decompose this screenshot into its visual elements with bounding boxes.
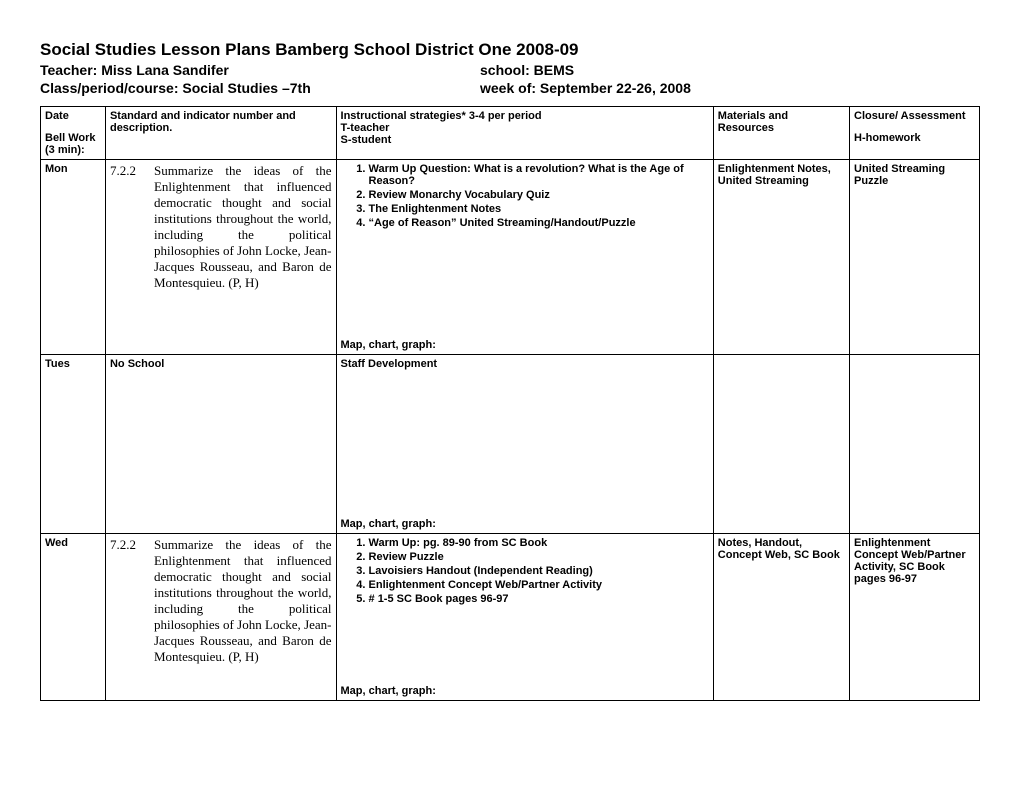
- mon-day: Mon: [41, 160, 106, 355]
- col-date-header: Date Bell Work (3 min):: [41, 107, 106, 160]
- lesson-plan-table: Date Bell Work (3 min): Standard and ind…: [40, 106, 980, 701]
- tues-standard: No School: [105, 355, 336, 534]
- date-h2: Bell Work (3 min):: [45, 132, 101, 156]
- list-item: Warm Up Question: What is a revolution? …: [369, 163, 709, 187]
- strat-h3: S-student: [341, 134, 709, 146]
- tues-closure: [850, 355, 980, 534]
- wed-day: Wed: [41, 534, 106, 701]
- week-label: week of: September 22-26, 2008: [480, 80, 980, 96]
- close-h2: H-homework: [854, 132, 975, 144]
- col-materials-header: Materials and Resources: [713, 107, 849, 160]
- date-h1: Date: [45, 110, 101, 122]
- table-row: Tues No School Staff Development Map, ch…: [41, 355, 980, 534]
- standard-num: 7.2.2: [110, 163, 154, 291]
- class-label: Class/period/course: Social Studies –7th: [40, 80, 480, 96]
- col-strategies-header: Instructional strategies* 3-4 per period…: [336, 107, 713, 160]
- list-item: # 1-5 SC Book pages 96-97: [369, 593, 709, 605]
- tues-materials: [713, 355, 849, 534]
- school-label: school: BEMS: [480, 62, 980, 78]
- wed-closure: Enlightenment Concept Web/Partner Activi…: [850, 534, 980, 701]
- tues-strategy-top: Staff Development: [341, 358, 709, 370]
- tues-day: Tues: [41, 355, 106, 534]
- strat-h1: Instructional strategies* 3-4 per period: [341, 110, 709, 122]
- mcg-label: Map, chart, graph:: [341, 685, 709, 697]
- teacher-school-line: Teacher: Miss Lana Sandifer school: BEMS: [40, 62, 980, 78]
- close-h1: Closure/ Assessment: [854, 110, 975, 122]
- mon-standard: 7.2.2 Summarize the ideas of the Enlight…: [105, 160, 336, 355]
- strat-h2: T-teacher: [341, 122, 709, 134]
- mon-materials: Enlightenment Notes, United Streaming: [713, 160, 849, 355]
- wed-strategies: Warm Up: pg. 89-90 from SC Book Review P…: [336, 534, 713, 701]
- tues-strategies: Staff Development Map, chart, graph:: [336, 355, 713, 534]
- standard-text: Summarize the ideas of the Enlightenment…: [154, 537, 332, 665]
- list-item: “Age of Reason” United Streaming/Handout…: [369, 217, 709, 229]
- mcg-label: Map, chart, graph:: [341, 518, 709, 530]
- page-title: Social Studies Lesson Plans Bamberg Scho…: [40, 40, 980, 60]
- col-closure-header: Closure/ Assessment H-homework: [850, 107, 980, 160]
- teacher-label: Teacher: Miss Lana Sandifer: [40, 62, 480, 78]
- list-item: Lavoisiers Handout (Independent Reading): [369, 565, 709, 577]
- standard-num: 7.2.2: [110, 537, 154, 665]
- list-item: Review Monarchy Vocabulary Quiz: [369, 189, 709, 201]
- list-item: The Enlightenment Notes: [369, 203, 709, 215]
- standard-text: Summarize the ideas of the Enlightenment…: [154, 163, 332, 291]
- table-row: Wed 7.2.2 Summarize the ideas of the Enl…: [41, 534, 980, 701]
- wed-materials: Notes, Handout, Concept Web, SC Book: [713, 534, 849, 701]
- mon-closure: United Streaming Puzzle: [850, 160, 980, 355]
- wed-standard: 7.2.2 Summarize the ideas of the Enlight…: [105, 534, 336, 701]
- mon-strategies: Warm Up Question: What is a revolution? …: [336, 160, 713, 355]
- list-item: Review Puzzle: [369, 551, 709, 563]
- mcg-label: Map, chart, graph:: [341, 339, 709, 351]
- list-item: Enlightenment Concept Web/Partner Activi…: [369, 579, 709, 591]
- col-standard-header: Standard and indicator number and descri…: [105, 107, 336, 160]
- table-row: Mon 7.2.2 Summarize the ideas of the Enl…: [41, 160, 980, 355]
- table-header-row: Date Bell Work (3 min): Standard and ind…: [41, 107, 980, 160]
- list-item: Warm Up: pg. 89-90 from SC Book: [369, 537, 709, 549]
- class-week-line: Class/period/course: Social Studies –7th…: [40, 80, 980, 96]
